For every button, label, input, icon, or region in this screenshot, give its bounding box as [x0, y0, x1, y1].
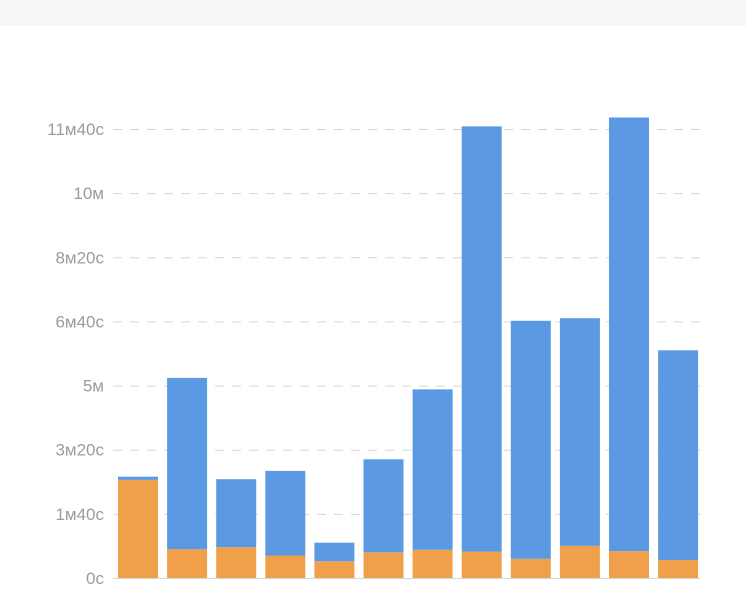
bar-segment-blue-9 [510, 320, 551, 559]
bar-segment-orange-5 [314, 561, 355, 578]
bar-segment-blue-12 [658, 350, 699, 560]
bar-segment-blue-11 [609, 117, 649, 552]
grid-lines [113, 129, 700, 579]
bar-segment-orange-10 [559, 545, 600, 578]
y-tick-label: 5м [83, 377, 104, 396]
bar-segment-blue-6 [363, 459, 404, 553]
y-tick-label: 6м40с [55, 312, 104, 331]
y-tick-label: 10м [73, 184, 104, 203]
y-tick-label: 3м20с [55, 441, 104, 460]
bar-segment-blue-10 [559, 318, 600, 546]
bar-segment-orange-4 [265, 555, 306, 578]
bar-segment-orange-9 [510, 558, 551, 578]
bar-segment-orange-1 [118, 479, 158, 578]
y-axis-tick-labels: 0с 1м40с 3м20с 5м 6м40с 8м20с 10м 11м40с [47, 120, 104, 588]
bar-segment-blue-4 [265, 470, 306, 556]
y-tick-label: 0с [86, 569, 104, 588]
y-tick-label: 11м40с [47, 120, 104, 139]
top-strip [0, 0, 746, 26]
bars [118, 117, 699, 578]
y-tick-label: 8м20с [55, 248, 104, 267]
bar-segment-blue-1 [118, 476, 158, 480]
bar-segment-orange-7 [412, 549, 453, 578]
bar-segment-orange-11 [609, 551, 649, 578]
y-tick-label: 1м40с [55, 505, 104, 524]
bar-segment-orange-2 [167, 549, 208, 578]
bar-segment-orange-8 [461, 551, 502, 578]
bar-segment-orange-12 [658, 560, 699, 578]
bar-segment-blue-3 [216, 479, 257, 548]
bar-segment-blue-8 [461, 126, 502, 552]
bar-segment-blue-7 [412, 389, 453, 550]
bar-segment-orange-6 [363, 552, 404, 578]
bar-segment-blue-5 [314, 542, 355, 562]
bar-segment-orange-3 [216, 547, 257, 578]
bar-segment-blue-2 [167, 377, 208, 550]
